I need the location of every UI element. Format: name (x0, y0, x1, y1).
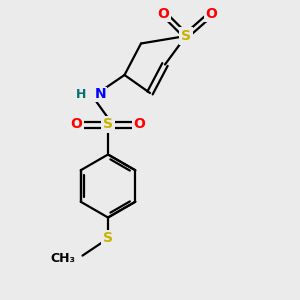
Text: O: O (158, 7, 169, 20)
Text: S: S (103, 232, 113, 245)
Text: CH₃: CH₃ (50, 252, 75, 265)
Text: S: S (103, 118, 113, 131)
Text: N: N (95, 88, 107, 101)
Text: O: O (70, 118, 83, 131)
Text: O: O (134, 118, 146, 131)
Text: S: S (181, 29, 191, 43)
Text: H: H (76, 88, 86, 101)
Text: O: O (206, 7, 218, 20)
